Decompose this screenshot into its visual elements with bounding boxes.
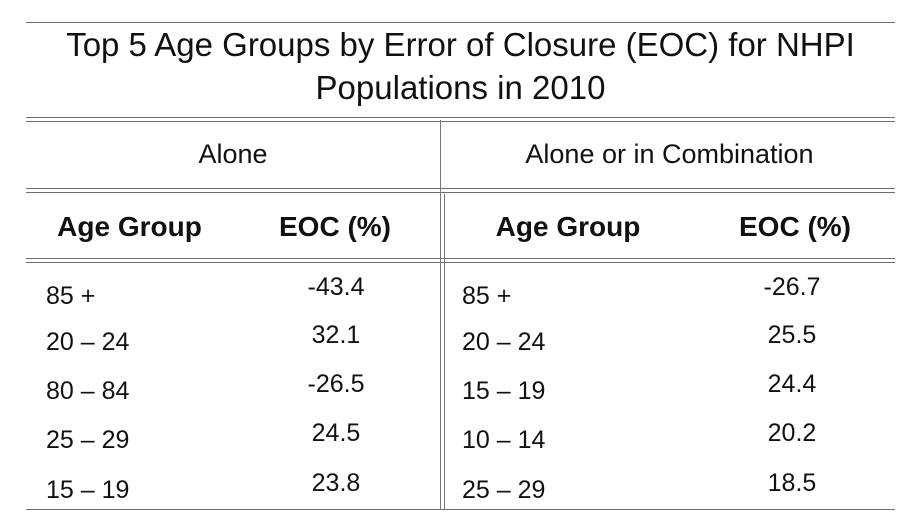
group-header-divider — [26, 188, 895, 193]
table-cell-alone-eoc-2: 32.1 — [311, 321, 361, 349]
table-cell-alone-age-1: 85 + — [46, 282, 96, 310]
title-divider — [26, 117, 895, 122]
column-header-eoc-alone: EOC (%) — [279, 211, 391, 242]
table-cell-combination-age-3: 15 – 19 — [462, 377, 546, 405]
table-cell-combination-age-1: 85 + — [462, 282, 512, 310]
table-cell-alone-eoc-5: 23.8 — [311, 469, 361, 497]
title-line-1: Top 5 Age Groups by Error of Closure (EO… — [66, 26, 855, 63]
table-cell-combination-eoc-1: -26.7 — [763, 273, 821, 301]
table-cell-combination-age-2: 20 – 24 — [462, 328, 546, 356]
table-cell-combination-age-5: 25 – 29 — [462, 476, 546, 504]
top-border — [26, 22, 895, 23]
table-cell-alone-age-3: 80 – 84 — [46, 377, 130, 405]
group-header-alone: Alone — [198, 139, 268, 169]
table-cell-alone-age-4: 25 – 29 — [46, 426, 130, 454]
column-header-divider — [26, 258, 895, 263]
center-vertical-divider-secondary — [444, 194, 445, 510]
bottom-border — [26, 509, 895, 510]
table-cell-alone-eoc-4: 24.5 — [311, 419, 361, 447]
table-cell-combination-age-4: 10 – 14 — [462, 426, 546, 454]
table-cell-alone-age-5: 15 – 19 — [46, 476, 130, 504]
table-cell-combination-eoc-4: 20.2 — [767, 419, 817, 447]
column-header-age-group-alone: Age Group — [57, 211, 202, 242]
group-header-combination: Alone or in Combination — [525, 139, 814, 169]
table-cell-alone-eoc-1: -43.4 — [307, 273, 365, 301]
column-header-eoc-combination: EOC (%) — [739, 211, 851, 242]
table-cell-combination-eoc-3: 24.4 — [767, 370, 817, 398]
center-vertical-divider — [440, 120, 441, 510]
table-title: Top 5 Age Groups by Error of Closure (EO… — [26, 23, 895, 109]
table-cell-alone-age-2: 20 – 24 — [46, 328, 130, 356]
table-cell-alone-eoc-3: -26.5 — [307, 370, 365, 398]
column-header-age-group-combination: Age Group — [495, 211, 641, 242]
title-line-2: Populations in 2010 — [315, 69, 606, 106]
table-cell-combination-eoc-5: 18.5 — [767, 469, 817, 497]
table-cell-combination-eoc-2: 25.5 — [767, 321, 817, 349]
